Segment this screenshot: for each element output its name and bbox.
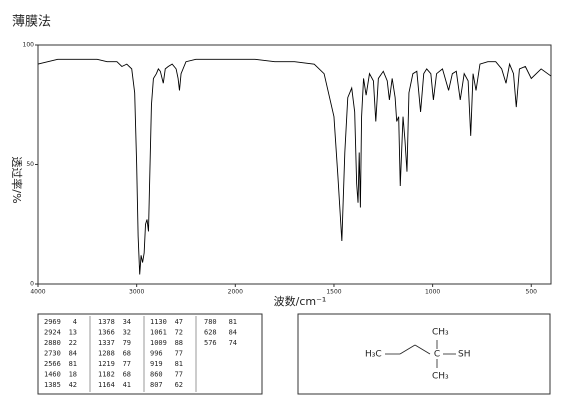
- peak-wavenumber: 1061: [150, 329, 167, 337]
- peak-transmittance: 34: [123, 318, 131, 326]
- peak-transmittance: 77: [123, 360, 131, 368]
- peak-transmittance: 74: [229, 339, 237, 347]
- structure-right: SH: [458, 350, 470, 360]
- peak-wavenumber: 860: [150, 371, 163, 379]
- bonds: [385, 340, 456, 368]
- peak-wavenumber: 2566: [44, 360, 61, 368]
- peak-transmittance: 81: [229, 318, 237, 326]
- peak-transmittance: 81: [175, 360, 183, 368]
- peak-transmittance: 47: [175, 318, 183, 326]
- peak-transmittance: 77: [175, 371, 183, 379]
- peak-transmittance: 88: [175, 339, 183, 347]
- peak-transmittance: 18: [69, 371, 77, 379]
- structure-center: C: [434, 350, 440, 360]
- chart-title: 薄膜法: [12, 15, 51, 30]
- structure-bottom: CH₃: [432, 372, 449, 382]
- peak-wavenumber: 1164: [98, 381, 115, 389]
- peak-wavenumber: 807: [150, 381, 163, 389]
- peak-wavenumber: 1219: [98, 360, 115, 368]
- peak-transmittance: 72: [175, 329, 183, 337]
- peak-transmittance: 81: [69, 360, 77, 368]
- peak-wavenumber: 1182: [98, 371, 115, 379]
- peak-wavenumber: 2730: [44, 350, 61, 358]
- spectrum-line: [37, 58, 552, 275]
- peak-transmittance: 22: [69, 339, 77, 347]
- y-tick-label: 50: [26, 161, 34, 168]
- x-tick-label: 4000: [30, 289, 45, 296]
- x-tick-label: 2000: [228, 289, 243, 296]
- peak-wavenumber: 2969: [44, 318, 61, 326]
- peak-transmittance: 4: [73, 318, 77, 326]
- peak-wavenumber: 1130: [150, 318, 167, 326]
- peak-wavenumber: 2880: [44, 339, 61, 347]
- peak-wavenumber: 1378: [98, 318, 115, 326]
- peak-transmittance: 42: [69, 381, 77, 389]
- peak-wavenumber: 919: [150, 360, 163, 368]
- x-tick-label: 1500: [326, 289, 341, 296]
- peak-transmittance: 84: [229, 329, 237, 337]
- peak-wavenumber: 1288: [98, 350, 115, 358]
- peak-transmittance: 68: [123, 350, 131, 358]
- x-tick-label: 3000: [129, 289, 144, 296]
- peak-wavenumber: 780: [204, 318, 217, 326]
- structure-box: [297, 313, 551, 395]
- peak-transmittance: 84: [69, 350, 77, 358]
- peak-transmittance: 62: [175, 381, 183, 389]
- y-tick-label: 100: [23, 42, 35, 49]
- y-tick-label: 0: [30, 281, 34, 288]
- peak-transmittance: 32: [123, 329, 131, 337]
- peak-transmittance: 41: [123, 381, 131, 389]
- peak-transmittance: 77: [175, 350, 183, 358]
- peak-transmittance: 68: [123, 371, 131, 379]
- peak-wavenumber: 1337: [98, 339, 115, 347]
- y-axis-label: 透过率/%: [10, 156, 24, 203]
- x-tick-label: 500: [526, 289, 538, 296]
- peak-wavenumber: 576: [204, 339, 217, 347]
- peak-transmittance: 13: [69, 329, 77, 337]
- peak-wavenumber: 2924: [44, 329, 61, 337]
- peak-wavenumber: 628: [204, 329, 217, 337]
- peak-wavenumber: 1009: [150, 339, 167, 347]
- peak-wavenumber: 996: [150, 350, 163, 358]
- structure-left: H₃C: [365, 350, 382, 360]
- x-tick-label: 1000: [425, 289, 440, 296]
- x-axis-label: 波数/cm⁻¹: [274, 295, 327, 308]
- structure-top: CH₃: [432, 328, 449, 338]
- peak-table-box: [37, 313, 263, 395]
- peak-wavenumber: 1460: [44, 371, 61, 379]
- peak-transmittance: 79: [123, 339, 131, 347]
- peak-wavenumber: 1366: [98, 329, 115, 337]
- peak-wavenumber: 1385: [44, 381, 61, 389]
